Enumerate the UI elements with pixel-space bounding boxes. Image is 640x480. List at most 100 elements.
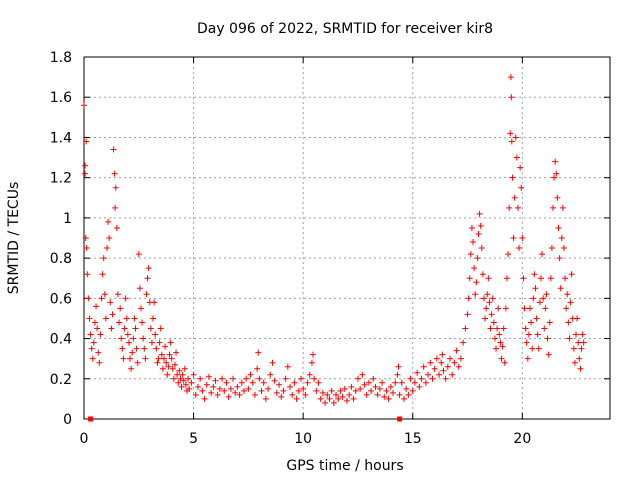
data-point — [165, 363, 172, 370]
data-point — [243, 375, 250, 382]
data-point — [182, 381, 189, 388]
data-point — [525, 331, 532, 338]
data-point — [405, 391, 412, 398]
data-point — [512, 134, 519, 141]
data-point — [546, 319, 553, 326]
data-point — [460, 339, 467, 346]
y-tick-label: 1.2 — [50, 171, 72, 187]
data-point — [139, 319, 146, 326]
data-point — [159, 365, 166, 372]
data-point — [564, 291, 571, 298]
data-point — [536, 299, 543, 306]
data-point — [438, 359, 445, 366]
data-point — [472, 291, 479, 298]
y-tick-label: 0 — [63, 412, 72, 428]
data-point — [322, 399, 329, 406]
data-point — [431, 365, 438, 372]
data-point — [333, 391, 340, 398]
data-point — [144, 275, 151, 282]
data-point — [554, 194, 561, 201]
data-point — [505, 251, 512, 258]
data-point — [385, 395, 392, 402]
data-point — [180, 377, 187, 384]
data-point — [181, 365, 188, 372]
data-point — [199, 387, 206, 394]
data-point — [517, 164, 524, 171]
data-point — [328, 387, 335, 394]
data-point — [414, 369, 421, 376]
data-point — [97, 331, 104, 338]
data-point — [507, 74, 514, 81]
data-point — [112, 184, 119, 191]
data-point — [580, 339, 587, 346]
data-point — [124, 331, 131, 338]
data-point — [519, 235, 526, 241]
data-point — [359, 371, 366, 378]
data-point — [550, 204, 557, 211]
data-point — [531, 271, 538, 278]
data-point — [551, 174, 558, 181]
data-point — [249, 379, 256, 386]
data-point — [540, 295, 547, 302]
data-point — [398, 379, 405, 386]
data-point — [127, 355, 134, 362]
data-point — [84, 271, 91, 278]
y-axis-label: SRMTID / TECUs — [6, 182, 22, 295]
data-point — [300, 385, 307, 392]
data-point — [534, 331, 541, 338]
data-point — [280, 387, 287, 394]
data-point — [381, 393, 388, 400]
data-point — [125, 339, 132, 346]
data-point — [192, 391, 199, 398]
data-point — [168, 355, 175, 362]
data-point — [94, 325, 101, 332]
data-point — [425, 371, 432, 378]
data-point — [152, 331, 159, 338]
data-point — [308, 359, 315, 366]
data-points — [81, 74, 587, 406]
y-tick-label: 0.6 — [50, 291, 72, 307]
data-point — [238, 379, 245, 386]
data-point — [135, 251, 142, 258]
data-point — [490, 319, 497, 326]
data-point — [162, 343, 169, 350]
data-point — [541, 325, 548, 332]
x-axis-label: GPS time / hours — [286, 458, 403, 474]
data-point — [143, 291, 150, 298]
data-point — [302, 391, 309, 398]
data-point — [570, 345, 577, 352]
data-point — [578, 345, 585, 352]
data-point — [502, 305, 509, 312]
data-point — [500, 325, 507, 332]
data-point — [537, 275, 544, 282]
data-point — [284, 363, 291, 370]
data-point — [113, 224, 120, 231]
data-point — [176, 367, 183, 374]
data-point — [267, 371, 274, 378]
grid-lines — [84, 57, 610, 419]
data-point — [185, 375, 192, 382]
data-point — [133, 345, 140, 352]
data-point — [350, 395, 357, 402]
data-point — [491, 335, 498, 342]
data-point — [392, 379, 399, 386]
data-point — [107, 299, 114, 306]
data-point — [310, 351, 317, 358]
data-point — [151, 299, 158, 306]
data-point — [236, 391, 243, 398]
data-point — [178, 383, 185, 390]
data-point — [260, 379, 267, 386]
data-point — [354, 375, 361, 382]
data-point — [506, 204, 513, 211]
data-point — [341, 385, 348, 392]
data-point — [558, 235, 565, 241]
data-point — [474, 255, 481, 262]
data-point — [251, 391, 258, 398]
data-point — [567, 299, 574, 306]
data-point — [429, 375, 436, 382]
data-point — [407, 375, 414, 382]
x-tick-label: 15 — [404, 431, 422, 447]
data-point — [102, 315, 109, 322]
data-point — [106, 235, 113, 241]
data-point — [121, 325, 128, 332]
